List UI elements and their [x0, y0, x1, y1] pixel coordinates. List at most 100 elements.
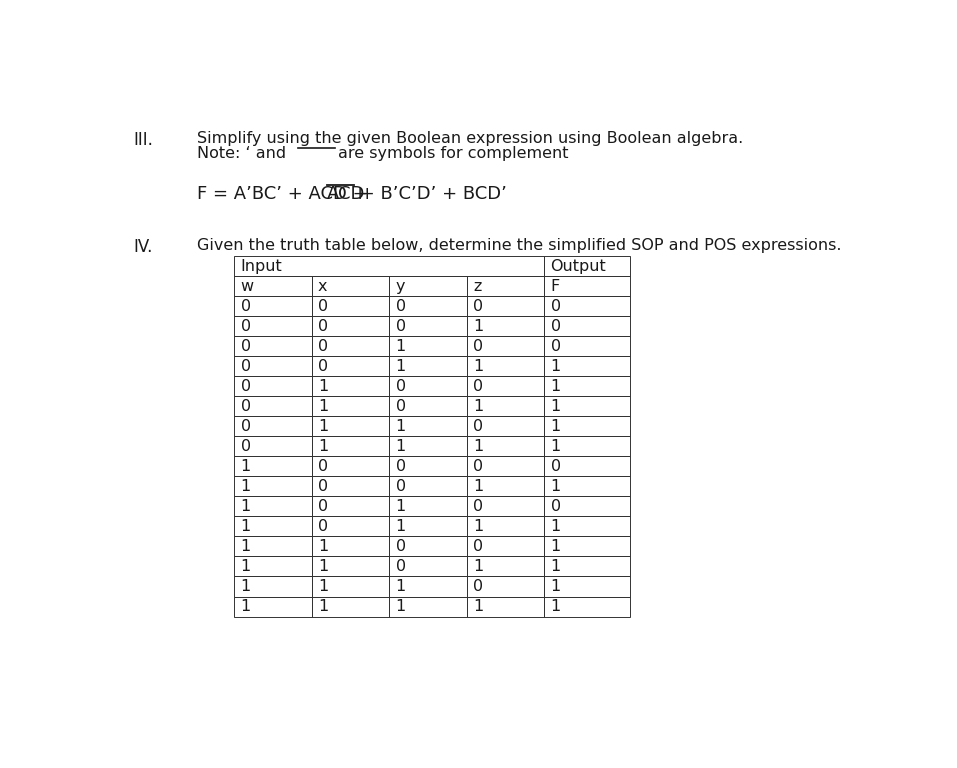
- Text: 0: 0: [550, 319, 561, 334]
- Text: 1: 1: [473, 319, 483, 334]
- Text: 1: 1: [240, 559, 251, 574]
- Text: 0: 0: [318, 459, 328, 474]
- Bar: [467, 336, 545, 356]
- Text: 1: 1: [550, 359, 561, 374]
- Text: 0: 0: [240, 379, 251, 394]
- Bar: [234, 257, 545, 276]
- Bar: [312, 396, 389, 416]
- Bar: [312, 276, 389, 296]
- Bar: [389, 376, 467, 396]
- Text: 0: 0: [473, 379, 483, 394]
- Text: 0: 0: [473, 459, 483, 474]
- Bar: [467, 456, 545, 476]
- Text: 1: 1: [550, 559, 561, 574]
- Text: 1: 1: [240, 499, 251, 514]
- Text: 1: 1: [240, 579, 251, 594]
- Bar: [312, 476, 389, 496]
- Bar: [545, 376, 630, 396]
- Text: 0: 0: [395, 299, 406, 313]
- Text: 1: 1: [240, 459, 251, 474]
- Bar: [312, 496, 389, 516]
- Text: 0: 0: [240, 399, 251, 414]
- Bar: [312, 557, 389, 577]
- Bar: [467, 436, 545, 456]
- Text: 1: 1: [550, 579, 561, 594]
- Bar: [545, 336, 630, 356]
- Text: 1: 1: [550, 419, 561, 434]
- Bar: [467, 356, 545, 376]
- Text: 1: 1: [318, 439, 328, 454]
- Text: + B’C’D’ + BCD’: + B’C’D’ + BCD’: [354, 184, 506, 203]
- Bar: [467, 577, 545, 597]
- Bar: [389, 296, 467, 316]
- Text: 1: 1: [318, 559, 328, 574]
- Text: 1: 1: [550, 399, 561, 414]
- Bar: [234, 537, 312, 557]
- Text: 0: 0: [240, 319, 251, 334]
- Bar: [389, 416, 467, 436]
- Bar: [312, 376, 389, 396]
- Text: 1: 1: [395, 499, 406, 514]
- Text: 0: 0: [240, 359, 251, 374]
- Text: 0: 0: [473, 579, 483, 594]
- Bar: [234, 416, 312, 436]
- Bar: [312, 356, 389, 376]
- Bar: [389, 557, 467, 577]
- Bar: [467, 496, 545, 516]
- Text: 1: 1: [550, 539, 561, 554]
- Text: 0: 0: [240, 339, 251, 354]
- Text: 0: 0: [318, 479, 328, 494]
- Text: 1: 1: [395, 419, 406, 434]
- Bar: [467, 376, 545, 396]
- Bar: [389, 516, 467, 537]
- Bar: [234, 296, 312, 316]
- Bar: [467, 296, 545, 316]
- Bar: [234, 516, 312, 537]
- Bar: [389, 336, 467, 356]
- Text: 1: 1: [550, 479, 561, 494]
- Text: Output: Output: [550, 259, 607, 273]
- Text: are symbols for complement: are symbols for complement: [338, 146, 568, 161]
- Text: 0: 0: [473, 339, 483, 354]
- Text: Simplify using the given Boolean expression using Boolean algebra.: Simplify using the given Boolean express…: [197, 131, 744, 146]
- Text: III.: III.: [134, 131, 153, 149]
- Text: 0: 0: [395, 539, 406, 554]
- Bar: [234, 456, 312, 476]
- Text: 0: 0: [550, 339, 561, 354]
- Text: 0: 0: [473, 299, 483, 313]
- Text: 1: 1: [473, 359, 483, 374]
- Text: 1: 1: [395, 359, 406, 374]
- Text: 0: 0: [395, 459, 406, 474]
- Bar: [467, 396, 545, 416]
- Bar: [545, 476, 630, 496]
- Bar: [545, 416, 630, 436]
- Bar: [312, 597, 389, 617]
- Text: 0: 0: [395, 319, 406, 334]
- Bar: [545, 557, 630, 577]
- Bar: [234, 336, 312, 356]
- Text: 0: 0: [473, 499, 483, 514]
- Bar: [389, 456, 467, 476]
- Bar: [234, 436, 312, 456]
- Bar: [234, 597, 312, 617]
- Bar: [467, 476, 545, 496]
- Bar: [467, 557, 545, 577]
- Bar: [467, 597, 545, 617]
- Bar: [234, 316, 312, 336]
- Text: 0: 0: [318, 499, 328, 514]
- Text: 1: 1: [395, 579, 406, 594]
- Text: 1: 1: [318, 579, 328, 594]
- Bar: [312, 456, 389, 476]
- Text: 0: 0: [395, 559, 406, 574]
- Text: 1: 1: [473, 599, 483, 614]
- Bar: [234, 496, 312, 516]
- Bar: [467, 537, 545, 557]
- Text: 1: 1: [550, 439, 561, 454]
- Bar: [389, 577, 467, 597]
- Bar: [545, 577, 630, 597]
- Text: 0: 0: [395, 399, 406, 414]
- Bar: [312, 436, 389, 456]
- Bar: [234, 396, 312, 416]
- Bar: [389, 496, 467, 516]
- Bar: [389, 316, 467, 336]
